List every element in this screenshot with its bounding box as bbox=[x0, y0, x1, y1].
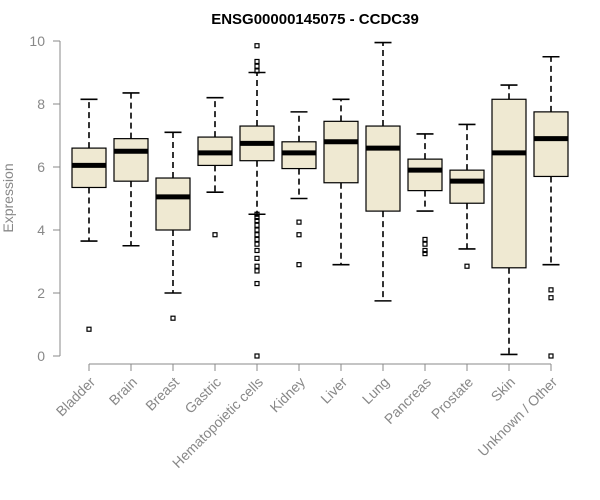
x-tick-label: Skin bbox=[488, 374, 519, 405]
outlier-point bbox=[254, 232, 260, 238]
x-tick-label: Lung bbox=[359, 374, 392, 407]
outlier-point bbox=[254, 227, 260, 233]
y-axis-label: Expression bbox=[0, 163, 16, 232]
outlier-point bbox=[212, 232, 218, 238]
box bbox=[113, 138, 149, 182]
outlier-point bbox=[422, 236, 428, 243]
x-tick-label: Bladder bbox=[53, 374, 99, 420]
y-tick-label: 0 bbox=[37, 348, 45, 364]
outlier-point bbox=[254, 68, 260, 74]
x-tick-label: Kidney bbox=[267, 374, 309, 416]
box-group bbox=[239, 43, 275, 359]
outlier-point bbox=[254, 58, 260, 65]
box bbox=[449, 169, 485, 204]
y-tick-label: 8 bbox=[37, 96, 45, 112]
outlier-point bbox=[422, 251, 428, 257]
outlier-point bbox=[296, 232, 302, 238]
x-tick-label: Brain bbox=[106, 374, 140, 408]
y-tick-label: 4 bbox=[37, 222, 45, 238]
outlier-point bbox=[548, 295, 554, 301]
box-group bbox=[155, 131, 191, 321]
outlier-point bbox=[422, 247, 428, 254]
box-group bbox=[407, 133, 443, 257]
outlier-point bbox=[254, 247, 260, 254]
outlier-point bbox=[296, 262, 302, 268]
outlier-point bbox=[548, 353, 554, 359]
outlier-point bbox=[254, 222, 260, 228]
outlier-point bbox=[254, 255, 260, 261]
box bbox=[155, 177, 191, 231]
outlier-point bbox=[254, 236, 260, 243]
box bbox=[533, 111, 569, 178]
box bbox=[365, 125, 401, 212]
box-group bbox=[449, 123, 485, 269]
outlier-point bbox=[170, 315, 176, 321]
y-tick-label: 6 bbox=[37, 159, 45, 175]
outlier-point bbox=[254, 241, 260, 247]
y-tick-label: 2 bbox=[37, 285, 45, 301]
outlier-point bbox=[548, 287, 554, 293]
outlier-point bbox=[254, 211, 260, 217]
box bbox=[407, 158, 443, 192]
x-tick-label: Liver bbox=[317, 374, 350, 407]
outlier-point bbox=[254, 263, 260, 269]
box-group bbox=[71, 98, 107, 332]
y-tick-label: 10 bbox=[29, 33, 45, 49]
box-group bbox=[323, 98, 359, 266]
box-group bbox=[281, 111, 317, 268]
box-group bbox=[197, 96, 233, 238]
y-axis: 0 2 4 6 8 10 bbox=[29, 33, 61, 364]
x-tick-label: Unknown / Other bbox=[475, 374, 561, 460]
box-group bbox=[491, 84, 527, 356]
outlier-point bbox=[296, 219, 302, 225]
outlier-point bbox=[254, 43, 260, 49]
box-group bbox=[113, 92, 149, 247]
x-tick-label: Pancreas bbox=[381, 374, 434, 427]
outlier-point bbox=[422, 241, 428, 247]
plot-area bbox=[71, 41, 569, 359]
box-group bbox=[365, 41, 401, 302]
outlier-point bbox=[254, 63, 260, 69]
box-group bbox=[533, 55, 569, 359]
chart-title: ENSG00000145075 - CCDC39 bbox=[211, 11, 419, 28]
box bbox=[491, 98, 527, 269]
x-tick-label: Breast bbox=[142, 374, 182, 414]
outlier-point bbox=[254, 353, 260, 359]
outlier-point bbox=[464, 263, 470, 269]
outlier-point bbox=[254, 268, 260, 274]
box bbox=[323, 120, 359, 184]
outlier-point bbox=[254, 280, 260, 287]
x-tick-label: Prostate bbox=[428, 374, 476, 422]
outlier-point bbox=[254, 214, 260, 220]
outlier-point bbox=[254, 217, 260, 224]
outlier-point bbox=[86, 326, 92, 332]
